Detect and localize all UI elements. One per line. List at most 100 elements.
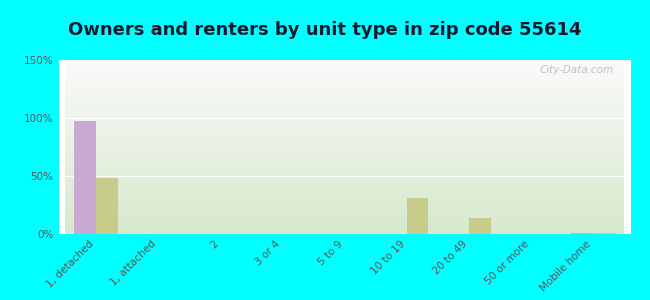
Bar [65, 199, 624, 200]
Bar [65, 100, 624, 102]
Bar [65, 82, 624, 83]
Bar [65, 136, 624, 138]
Bar [65, 194, 624, 196]
Bar [65, 207, 624, 208]
Bar [65, 229, 624, 230]
Bar [65, 134, 624, 135]
Bar [65, 151, 624, 153]
Bar [65, 224, 624, 226]
Bar [65, 197, 624, 199]
Bar [65, 190, 624, 192]
Bar [65, 164, 624, 166]
Bar [65, 114, 624, 116]
Bar [65, 160, 624, 162]
Bar [65, 120, 624, 122]
Bar [65, 61, 624, 62]
Bar [65, 97, 624, 98]
Bar [65, 143, 624, 145]
Bar [65, 214, 624, 215]
Bar [65, 153, 624, 155]
Bar [65, 181, 624, 183]
Bar [65, 68, 624, 69]
Bar [65, 187, 624, 189]
Bar [65, 180, 624, 182]
Bar [65, 109, 624, 111]
Bar [96, 178, 118, 234]
Bar [65, 91, 624, 92]
Bar [65, 122, 624, 124]
Bar [571, 233, 593, 234]
Bar [65, 182, 624, 184]
Bar [65, 62, 624, 64]
Bar [65, 73, 624, 75]
Bar [65, 125, 624, 127]
Bar [74, 122, 96, 234]
Bar [65, 71, 624, 73]
Bar [65, 113, 624, 115]
Bar [65, 77, 624, 79]
Bar [65, 85, 624, 87]
Bar [65, 176, 624, 177]
Bar [65, 204, 624, 206]
Bar [65, 158, 624, 160]
Bar [65, 230, 624, 232]
Bar [65, 203, 624, 205]
Bar [65, 179, 624, 181]
Bar [65, 93, 624, 95]
Bar [65, 133, 624, 134]
Bar [65, 88, 624, 90]
Bar [65, 150, 624, 152]
Bar [65, 78, 624, 80]
Bar [65, 156, 624, 158]
Bar [65, 116, 624, 118]
Bar [65, 141, 624, 142]
Bar [65, 228, 624, 230]
Bar [65, 118, 624, 120]
Bar [65, 221, 624, 222]
Bar [65, 106, 624, 108]
Bar [65, 84, 624, 85]
Bar [65, 173, 624, 175]
Bar [65, 108, 624, 110]
Bar [65, 165, 624, 167]
Bar [65, 195, 624, 197]
Bar [65, 212, 624, 214]
Bar [65, 152, 624, 154]
Bar [65, 105, 624, 106]
Bar [65, 110, 624, 112]
Bar [65, 86, 624, 88]
Bar [65, 137, 624, 139]
Bar [65, 82, 624, 84]
Bar [65, 117, 624, 119]
Bar [65, 138, 624, 140]
Bar [65, 103, 624, 105]
Bar [65, 232, 624, 234]
Bar [65, 177, 624, 178]
Bar [65, 64, 624, 66]
Bar [65, 72, 624, 74]
Text: Owners and renters by unit type in zip code 55614: Owners and renters by unit type in zip c… [68, 21, 582, 39]
Bar [65, 220, 624, 221]
Bar [65, 79, 624, 81]
Bar [65, 169, 624, 170]
Bar [65, 178, 624, 179]
Bar [65, 90, 624, 91]
Bar [65, 154, 624, 156]
Bar [65, 74, 624, 76]
Bar [65, 123, 624, 125]
Bar [65, 99, 624, 100]
Bar [65, 112, 624, 113]
Bar [65, 145, 624, 147]
Bar [65, 201, 624, 203]
Bar [65, 206, 624, 207]
Bar [65, 121, 624, 123]
Bar [65, 76, 624, 77]
Bar [65, 212, 624, 213]
Bar [65, 66, 624, 68]
Bar [65, 92, 624, 94]
Bar [65, 148, 624, 149]
Bar [65, 189, 624, 191]
Bar [65, 142, 624, 143]
Bar [65, 188, 624, 190]
Bar [65, 130, 624, 132]
